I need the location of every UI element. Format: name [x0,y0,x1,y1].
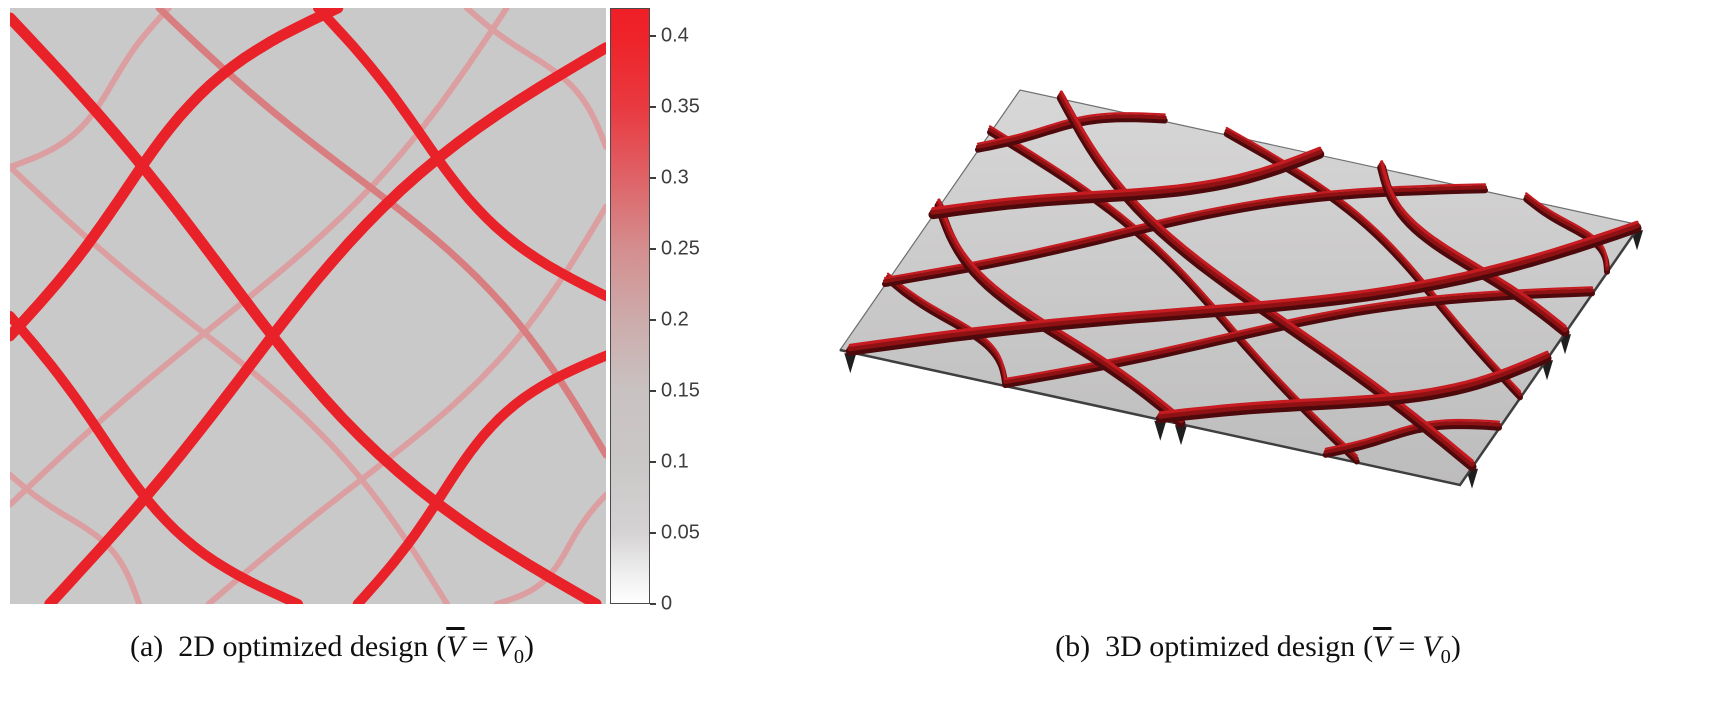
ridge-mid [976,114,1167,149]
ridge-base [975,116,1168,153]
colorbar-tick-label: 0.4 [661,24,689,47]
ridge-top [1380,160,1567,328]
lattice-line-strong [352,350,606,604]
colorbar-tick [650,248,656,251]
colorbar-tick-label: 0.2 [661,308,689,331]
lattice-line-weak [10,8,172,170]
ridge-mid [1323,420,1501,454]
ridge-top [1225,126,1522,393]
ridge-top [883,183,1487,280]
equals-sign: = [471,630,489,663]
caption-b-index: (b) [1055,630,1091,663]
lattice-line-weak [205,203,606,604]
support-spike [844,353,857,374]
ridge-mid [930,148,1323,215]
colorbar-tick [650,106,656,109]
plate-near-edge [839,224,1642,487]
colorbar: 0.4 0.35 0.3 0.25 0.2 0.15 0.1 0.05 0 [610,8,700,615]
ridge-top [1525,192,1609,267]
lattice-line-strong [312,8,606,302]
lattice-line-strong [44,42,606,604]
lattice-line-strong [10,8,344,342]
lattice-line-strong [10,12,602,604]
colorbar-tick [650,390,656,393]
colorbar-tick-label: 0 [661,592,673,615]
subscript-zero: 0 [513,646,525,668]
lattice-line-strong [10,310,304,604]
lattice-line-weak [10,471,143,604]
math-v-bar: V [1373,630,1392,663]
colorbar-tick-label: 0.35 [661,95,700,118]
open-paren: ( [436,630,447,663]
lattice-line-weak [463,8,606,151]
lattice-line-weak [493,491,606,604]
ridge-top [1158,350,1549,415]
math-v-bar: V [446,630,465,663]
render-3d [838,89,1643,489]
caption-a-text: 2D optimized design [178,630,429,663]
ridge-top [1324,418,1501,450]
ridge-top [976,112,1166,145]
ridge-base [882,187,1488,287]
ridge-mid [1157,352,1550,419]
colorbar-tick-label: 0.15 [661,379,700,402]
caption-b: (b) 3D optimized design (V = V0) [1055,630,1461,667]
lattice-line-medium [155,8,606,459]
ridge-top [931,146,1322,211]
caption-a-index: (a) [129,630,164,663]
colorbar-tick [650,532,656,535]
panel-3d-design [770,40,1690,520]
close-paren: ) [1450,630,1461,663]
heatmap-2d [10,8,606,604]
ridge-mid [883,185,1487,283]
close-paren: ) [524,630,535,663]
colorbar-tick-label: 0.1 [661,450,689,473]
ridge-top [937,198,1183,419]
subscript-zero: 0 [1440,646,1451,668]
colorbar-tick [650,177,656,180]
caption-a: (a) 2D optimized design (V = V0) [129,630,535,667]
support-spike [1154,420,1167,441]
support-spike [1175,425,1187,446]
caption-b-text: 3D optimized design [1105,630,1356,663]
colorbar-gradient [610,8,650,604]
ridge-mid [1224,129,1522,397]
ridge-mid [847,222,1640,352]
ridge-top [848,220,1639,347]
open-paren: ( [1363,630,1374,663]
colorbar-tick-label: 0.05 [661,521,700,544]
colorbar-tick [650,603,656,605]
ridge-base [1322,422,1502,458]
ridge-top [886,272,1007,381]
colorbar-tick [650,461,656,464]
colorbar-tick-label: 0.3 [661,166,689,189]
panel-2d-design [10,8,606,604]
math-v: V [495,630,514,663]
colorbar-tick [650,35,656,38]
colorbar-tick-label: 0.25 [661,237,700,260]
colorbar-tick [650,319,656,322]
equals-sign: = [1398,630,1416,663]
math-v: V [1422,630,1441,663]
